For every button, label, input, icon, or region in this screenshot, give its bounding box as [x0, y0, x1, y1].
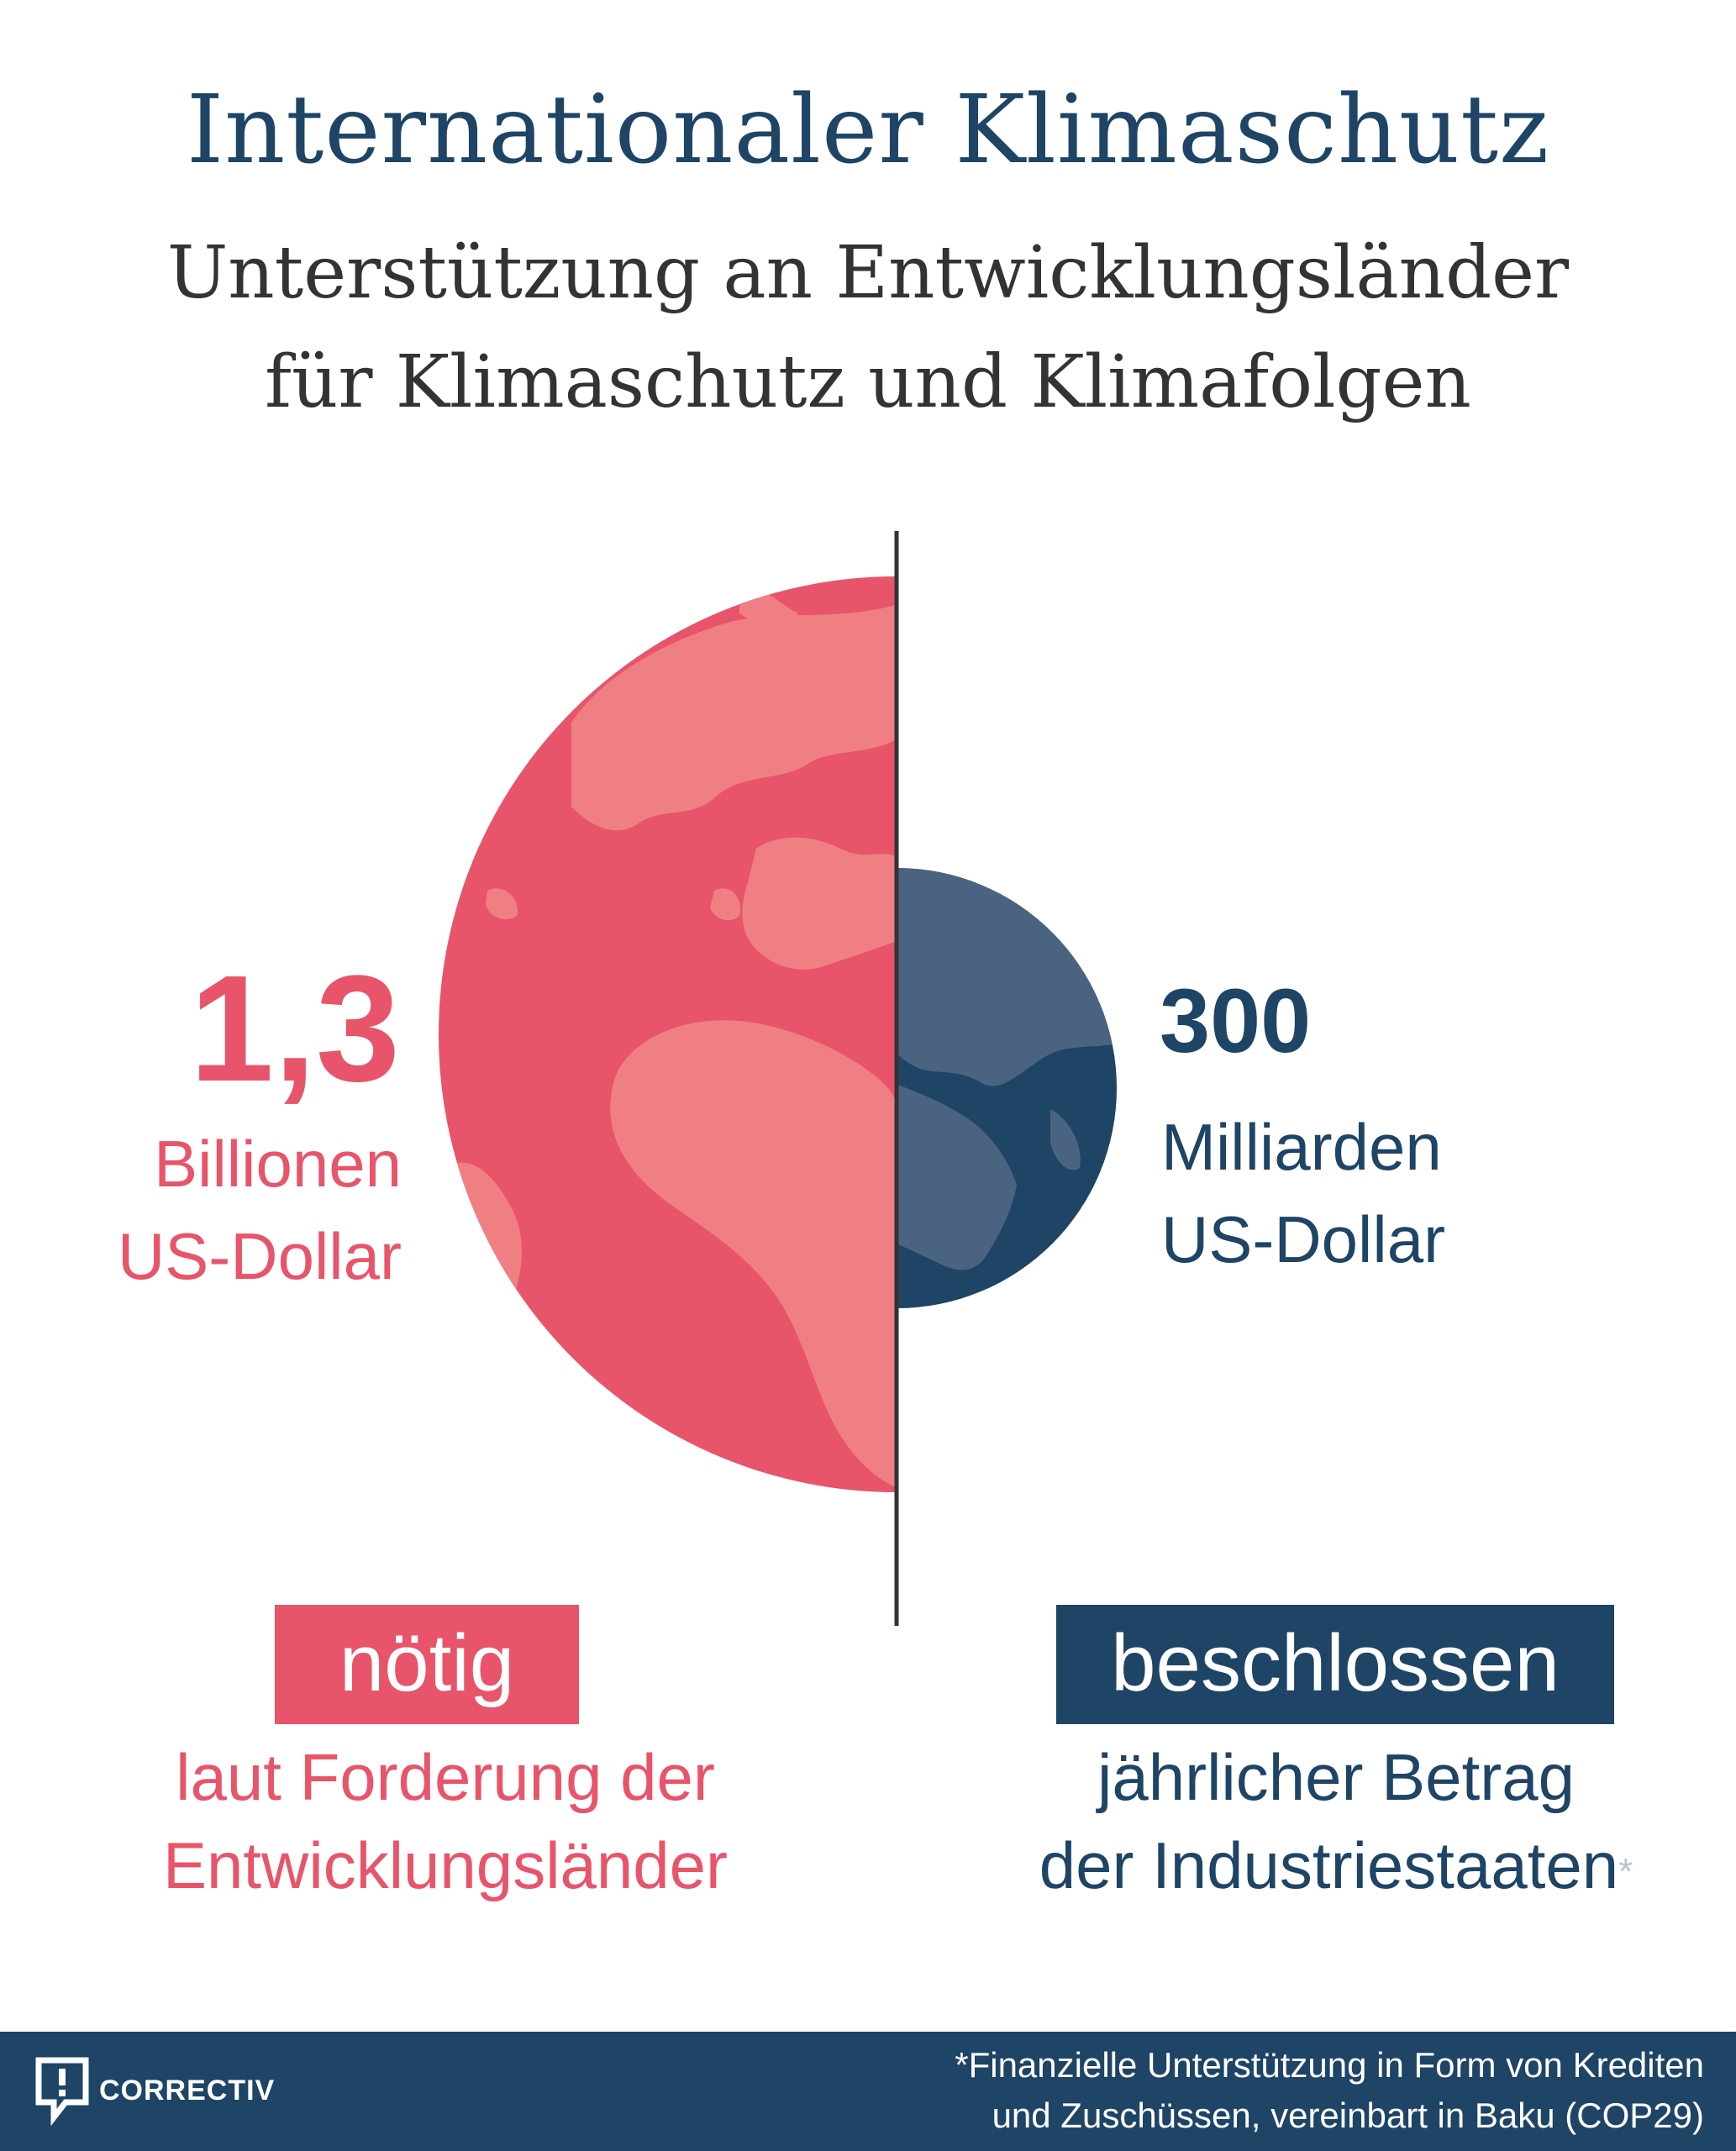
decided-amount-unit: Milliarden US-Dollar — [1161, 1101, 1445, 1286]
decided-unit-line-1: Milliarden — [1161, 1110, 1442, 1184]
correctiv-logo-icon — [35, 2057, 89, 2127]
needed-unit-line-2: US-Dollar — [117, 1219, 402, 1293]
decided-badge: beschlossen — [1056, 1605, 1614, 1724]
needed-desc-line-2: Entwicklungsländer — [162, 1828, 729, 1902]
decided-desc-line-1: jährlicher Betrag — [1097, 1740, 1575, 1814]
subtitle-line-1: Unterstützung an Entwicklungsländer — [166, 231, 1570, 315]
decided-unit-line-2: US-Dollar — [1161, 1202, 1446, 1276]
needed-amount-unit: Billionen US-Dollar — [118, 1118, 402, 1302]
needed-desc-line-1: laut Forderung der — [176, 1740, 715, 1814]
page-title: Internationaler Klimaschutz — [186, 76, 1550, 185]
subtitle-line-2: für Klimaschutz und Klimafolgen — [265, 340, 1471, 424]
correctiv-logo-text: CORRECTIV — [99, 2075, 276, 2106]
footnote-line-1: *Finanzielle Unterstützung in Form von K… — [955, 2045, 1704, 2085]
needed-unit-line-1: Billionen — [154, 1127, 402, 1201]
needed-amount-value: 1,3 — [189, 944, 400, 1113]
needed-badge: nötig — [275, 1605, 579, 1724]
decided-amount-value: 300 — [1160, 970, 1312, 1071]
footnote-asterisk: * — [1618, 1851, 1633, 1892]
footnote-line-2: und Zuschüssen, vereinbart in Baku (COP2… — [992, 2096, 1704, 2135]
footer-bar: CORRECTIV *Finanzielle Unterstützung in … — [0, 2032, 1736, 2151]
globes-comparison-graphic — [439, 531, 1117, 1626]
decided-desc-line-2: der Industriestaaten* — [992, 1823, 1681, 1907]
decided-desc-line-2-text: der Industriestaaten — [1039, 1828, 1619, 1902]
